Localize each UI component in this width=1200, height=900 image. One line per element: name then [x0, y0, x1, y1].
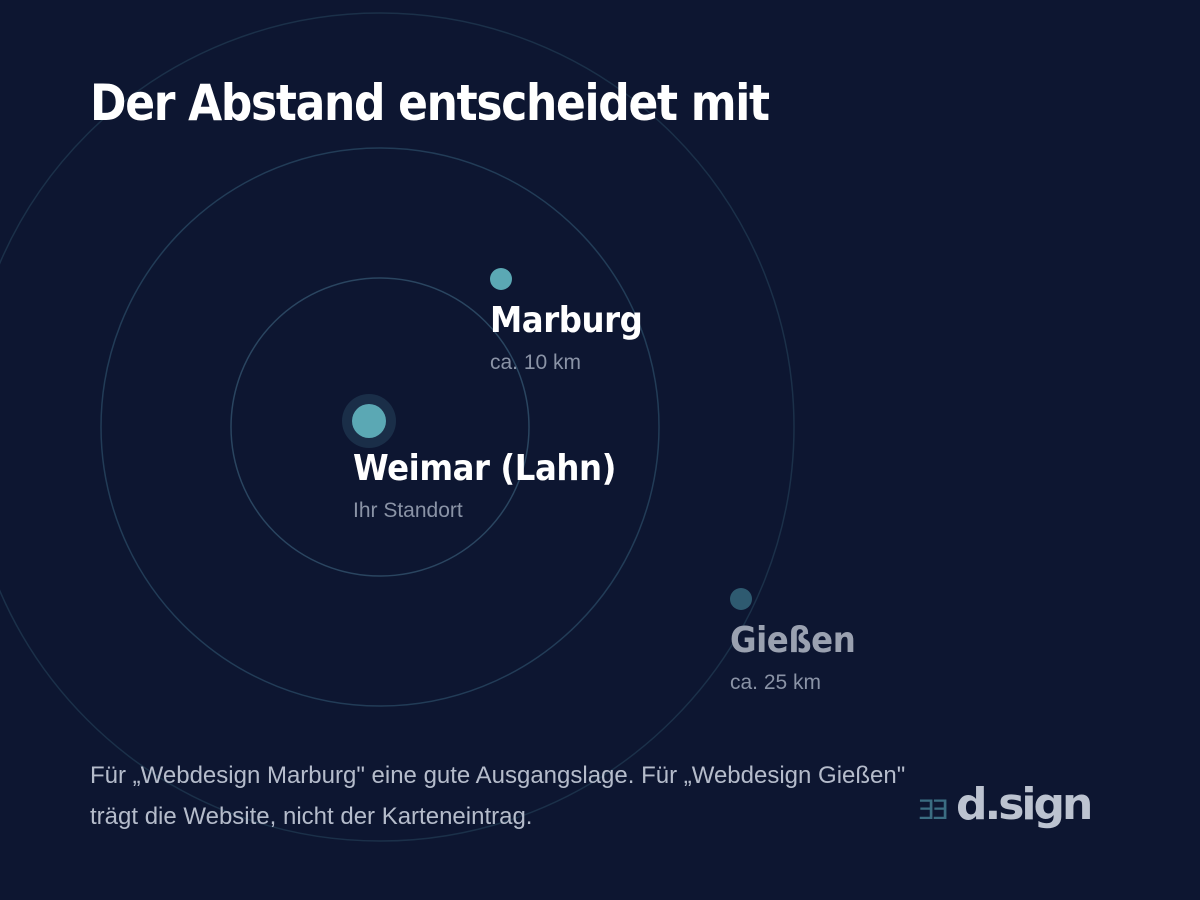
- footer-text: Für „Webdesign Marburg" eine gute Ausgan…: [90, 762, 906, 830]
- marburg-dot: [490, 268, 512, 290]
- logo-mark-icon: ƎƎ: [918, 795, 949, 826]
- marburg-subtitle: ca. 10 km: [490, 351, 582, 374]
- giessen-name: Gießen: [730, 620, 856, 661]
- ring-outer: [0, 12, 795, 842]
- marburg-name: Marburg: [490, 300, 643, 341]
- ring-inner: [230, 277, 530, 577]
- giessen-dot: [730, 588, 752, 610]
- weimar-name: Weimar (Lahn): [353, 448, 616, 489]
- weimar-dot: [352, 404, 386, 438]
- ring-middle: [100, 147, 660, 707]
- page-title: Der Abstand entscheidet mit: [90, 74, 770, 132]
- weimar-subtitle: Ihr Standort: [353, 499, 463, 522]
- logo-text: d.sign: [956, 779, 1093, 830]
- giessen-subtitle: ca. 25 km: [730, 671, 822, 694]
